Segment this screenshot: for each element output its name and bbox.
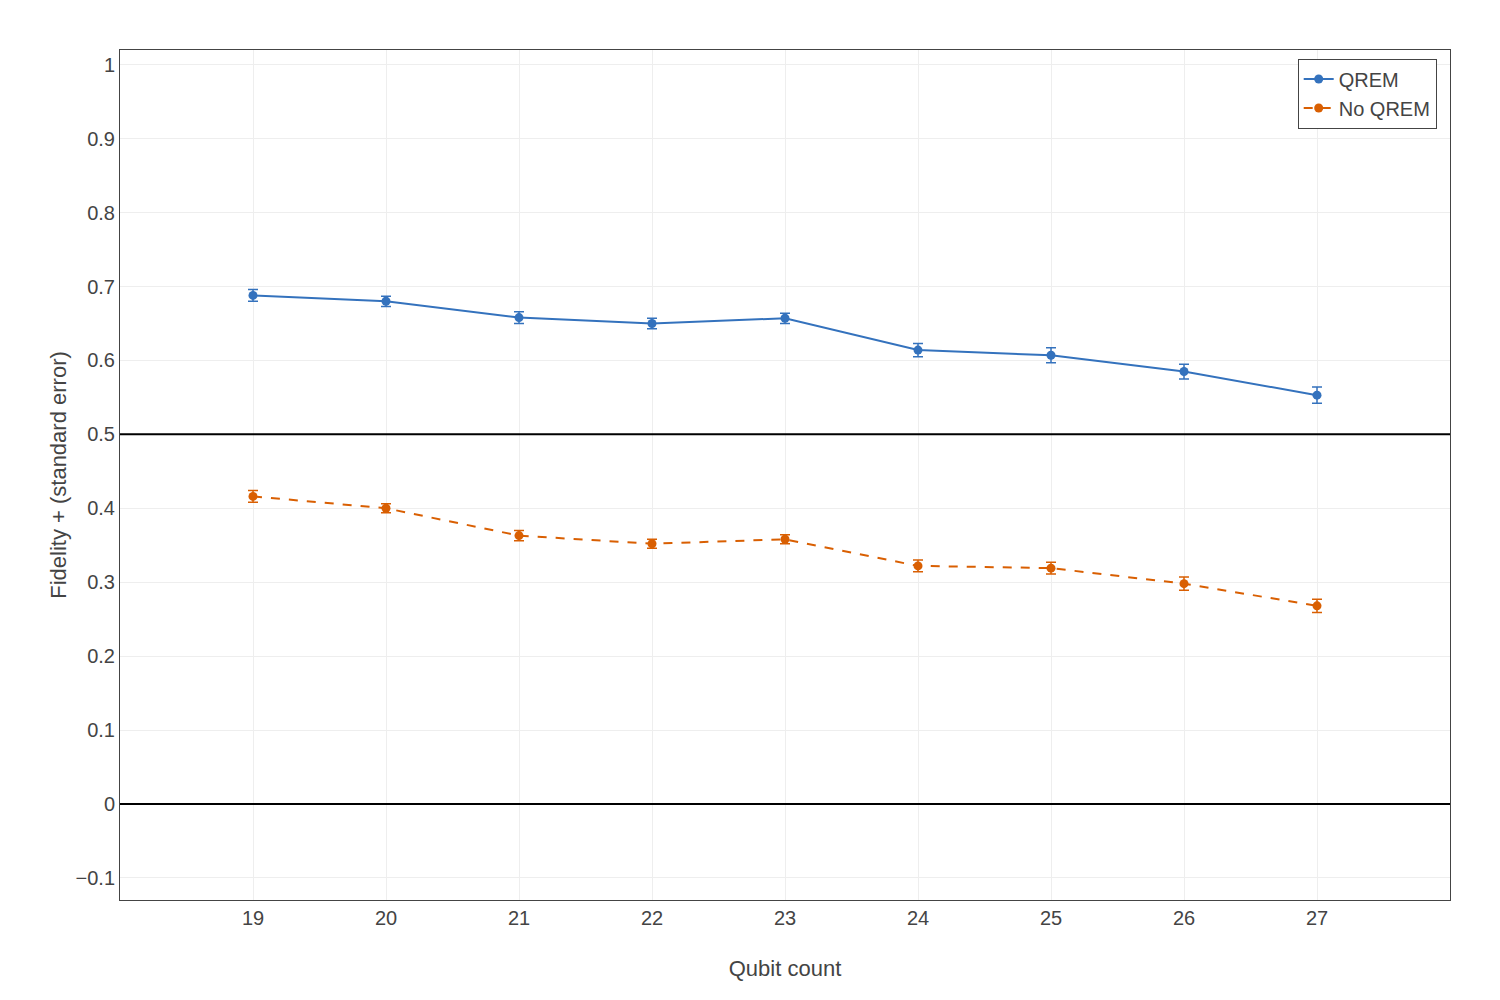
svg-text:20: 20 (375, 907, 397, 929)
svg-text:Qubit count: Qubit count (729, 956, 842, 981)
svg-text:25: 25 (1040, 907, 1062, 929)
svg-text:0.1: 0.1 (87, 719, 115, 741)
svg-text:26: 26 (1173, 907, 1195, 929)
svg-text:22: 22 (641, 907, 663, 929)
svg-text:0.8: 0.8 (87, 202, 115, 224)
svg-text:No QREM: No QREM (1339, 98, 1430, 120)
svg-text:0.7: 0.7 (87, 276, 115, 298)
svg-text:−0.1: −0.1 (76, 867, 115, 889)
svg-text:0.3: 0.3 (87, 571, 115, 593)
svg-text:Fidelity + (standard error): Fidelity + (standard error) (46, 351, 71, 599)
svg-text:QREM: QREM (1339, 69, 1399, 91)
svg-text:0.9: 0.9 (87, 128, 115, 150)
svg-text:0.6: 0.6 (87, 349, 115, 371)
svg-text:0: 0 (104, 793, 115, 815)
svg-text:21: 21 (508, 907, 530, 929)
svg-text:24: 24 (907, 907, 929, 929)
svg-text:23: 23 (774, 907, 796, 929)
svg-text:1: 1 (104, 54, 115, 76)
svg-text:0.2: 0.2 (87, 645, 115, 667)
svg-text:0.4: 0.4 (87, 497, 115, 519)
svg-text:0.5: 0.5 (87, 423, 115, 445)
svg-text:27: 27 (1306, 907, 1328, 929)
svg-text:19: 19 (242, 907, 264, 929)
